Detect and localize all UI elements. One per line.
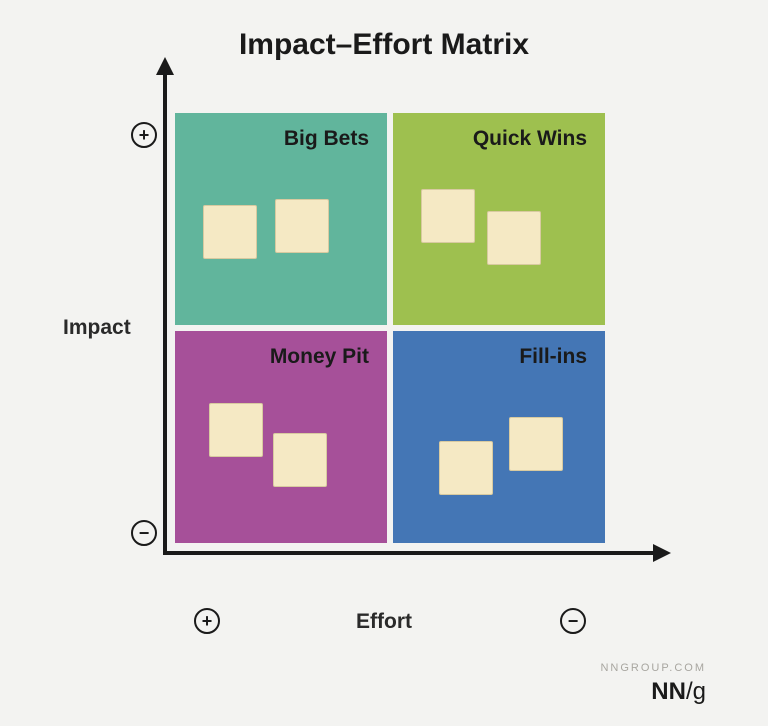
sticky-note (509, 417, 563, 471)
x-axis-arrowhead-icon (653, 544, 671, 562)
minus-icon: − (560, 608, 586, 634)
sticky-note (421, 189, 475, 243)
diagram-title: Impact–Effort Matrix (0, 28, 768, 62)
logo-sep: / (686, 678, 693, 705)
minus-icon: − (131, 520, 157, 546)
logo-bold: NN (651, 678, 686, 705)
quadrant-fill-ins: Fill-ins (393, 331, 605, 543)
attribution-text: NNGROUP.COM (600, 662, 706, 674)
sticky-note (203, 205, 257, 259)
plus-icon: + (194, 608, 220, 634)
sticky-note (273, 433, 327, 487)
quadrant-label: Quick Wins (473, 127, 587, 151)
x-axis-line (163, 551, 653, 555)
nng-logo: NN/g (651, 678, 706, 706)
quadrant-quick-wins: Quick Wins (393, 113, 605, 325)
sticky-note (209, 403, 263, 457)
y-axis-label: Impact (63, 316, 131, 340)
matrix-grid: Big Bets Quick Wins Money Pit Fill-ins (175, 113, 605, 543)
quadrant-label: Money Pit (270, 345, 369, 369)
quadrant-label: Big Bets (284, 127, 369, 151)
y-axis-line (163, 73, 167, 555)
sticky-note (439, 441, 493, 495)
logo-light: g (693, 678, 706, 705)
y-axis-arrowhead-icon (156, 57, 174, 75)
sticky-note (275, 199, 329, 253)
quadrant-label: Fill-ins (519, 345, 587, 369)
x-axis-label: Effort (356, 610, 412, 634)
sticky-note (487, 211, 541, 265)
quadrant-big-bets: Big Bets (175, 113, 387, 325)
quadrant-money-pit: Money Pit (175, 331, 387, 543)
plus-icon: + (131, 122, 157, 148)
